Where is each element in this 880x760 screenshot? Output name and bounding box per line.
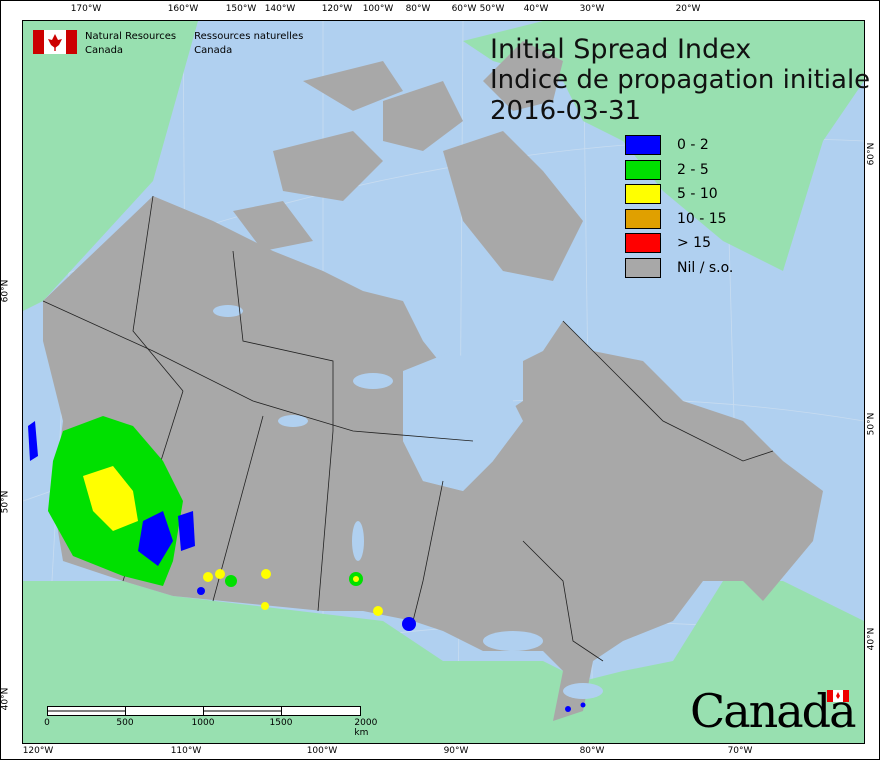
- title-french: Indice de propagation initiale: [490, 65, 871, 95]
- tick-label: 70°W: [727, 746, 753, 756]
- canada-wordmark: Canada: [690, 684, 857, 738]
- tick-label: 50°N: [0, 490, 11, 514]
- tick-label: 120°W: [22, 746, 54, 756]
- legend-item: 10 - 15: [625, 207, 733, 232]
- tick-label: 60°N: [866, 142, 877, 166]
- canada-land: [43, 196, 823, 721]
- tick-label: 160°W: [167, 4, 199, 14]
- united-states-land: [23, 581, 864, 743]
- scale-label: 1000: [191, 718, 215, 728]
- title-english: Initial Spread Index: [490, 34, 752, 65]
- legend-item: Nil / s.o.: [625, 256, 733, 281]
- lakes: [213, 305, 603, 699]
- scale-segment: [125, 706, 205, 716]
- tick-label: 90°W: [443, 746, 469, 756]
- tick-label: 100°W: [306, 746, 338, 756]
- scale-label: 0: [44, 718, 50, 728]
- legend-item: > 15: [625, 231, 733, 256]
- agency-name-en: Natural Resources: [85, 31, 177, 42]
- wordmark-flag-icon: [827, 690, 849, 702]
- scale-segment: [47, 706, 127, 716]
- legend-label: > 15: [677, 235, 711, 252]
- legend-swatch: [625, 184, 661, 205]
- greenland-land: [463, 21, 864, 271]
- hudson-bay: [403, 351, 523, 491]
- tick-label: 140°W: [264, 4, 296, 14]
- tick-label: 40°N: [0, 687, 11, 711]
- map-canvas[interactable]: [22, 20, 865, 744]
- legend-item: 5 - 10: [625, 182, 733, 207]
- tick-label: 60°W: [451, 4, 477, 14]
- tick-label: 110°W: [170, 746, 202, 756]
- patch-5-10: [83, 466, 138, 531]
- nrcan-signature: Natural Resources Canada Ressources natur…: [33, 30, 321, 58]
- scale-label: 1500: [269, 718, 293, 728]
- scale-label: 2000 km: [354, 718, 378, 738]
- tick-label: 50°W: [479, 4, 505, 14]
- legend-label: 10 - 15: [677, 210, 727, 227]
- legend-swatch: [625, 135, 661, 156]
- legend-swatch: [625, 208, 661, 229]
- legend-label: 5 - 10: [677, 186, 718, 203]
- patch-0-2: [138, 511, 173, 566]
- tick-label: 60°N: [0, 279, 11, 303]
- legend-label: 0 - 2: [677, 137, 709, 154]
- alaska-land: [23, 21, 198, 311]
- isi-patches: [28, 416, 586, 712]
- scale-segment: [281, 706, 361, 716]
- canada-flag-icon: [33, 30, 77, 54]
- tick-label: 20°W: [675, 4, 701, 14]
- scale-label: 500: [116, 718, 134, 728]
- legend-swatch: [625, 257, 661, 278]
- tick-label: 40°N: [866, 627, 877, 651]
- tick-label: 80°W: [579, 746, 605, 756]
- tick-label: 100°W: [362, 4, 394, 14]
- tick-label: 50°N: [866, 412, 877, 436]
- tick-label: 120°W: [321, 4, 353, 14]
- agency-country-fr: Canada: [194, 45, 233, 56]
- legend-label: Nil / s.o.: [677, 259, 734, 276]
- map-svg: [23, 21, 864, 743]
- tick-label: 40°W: [523, 4, 549, 14]
- legend-item: 0 - 2: [625, 133, 733, 158]
- legend-swatch: [625, 233, 661, 254]
- legend-swatch: [625, 159, 661, 180]
- legend-label: 2 - 5: [677, 161, 709, 178]
- agency-name-fr: Ressources naturelles: [194, 31, 304, 42]
- arctic-islands: [233, 41, 583, 281]
- tick-label: 80°W: [405, 4, 431, 14]
- map-date: 2016-03-31: [490, 96, 642, 126]
- tick-label: 170°W: [70, 4, 102, 14]
- legend-item: 2 - 5: [625, 158, 733, 183]
- legend: 0 - 2 2 - 5 5 - 10 10 - 15 > 15 Nil / s.…: [625, 133, 733, 280]
- tick-label: 30°W: [579, 4, 605, 14]
- tick-label: 150°W: [225, 4, 257, 14]
- agency-country-en: Canada: [85, 45, 124, 56]
- scale-segment: [203, 706, 283, 716]
- map-title: Initial Spread Index Indice de propagati…: [490, 34, 870, 127]
